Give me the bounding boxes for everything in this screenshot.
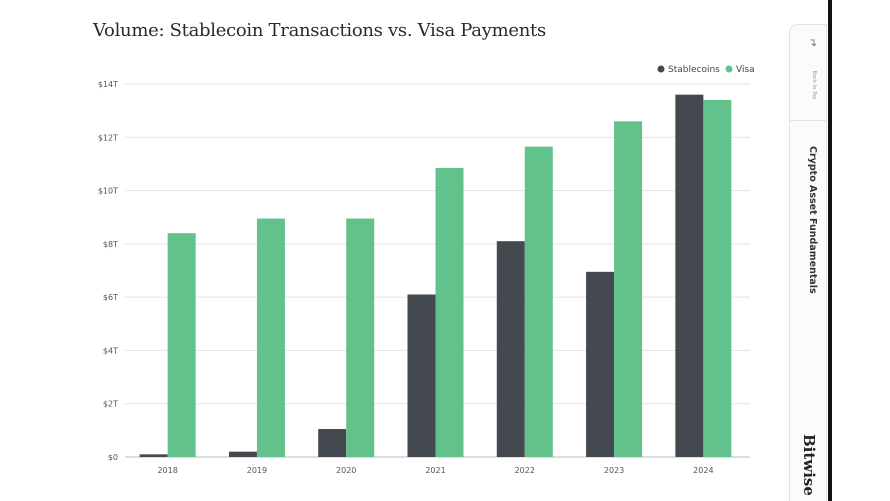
- side-divider: [790, 120, 827, 121]
- legend-label: Visa: [736, 65, 755, 75]
- bar-visa-2020: [346, 218, 375, 457]
- x-tick-label: 2018: [157, 466, 177, 475]
- y-tick-label: $0: [108, 453, 118, 462]
- y-tick-label: $2T: [103, 400, 118, 409]
- chart-title: Volume: Stablecoin Transactions vs. Visa…: [93, 20, 546, 41]
- bar-stablecoins-2020: [318, 429, 347, 457]
- y-tick-label: $6T: [103, 293, 118, 302]
- window-edge: [828, 0, 832, 501]
- bar-visa-2024: [703, 99, 732, 457]
- x-tick-label: 2022: [515, 466, 535, 475]
- legend: Stablecoins Visa: [657, 65, 755, 75]
- y-tick-label: $10T: [98, 187, 118, 196]
- bar-stablecoins-2021: [407, 294, 436, 457]
- y-tick-label: $12T: [98, 133, 118, 142]
- section-label: Crypto Asset Fundamentals: [807, 146, 818, 294]
- bar-visa-2018: [167, 233, 196, 457]
- back-to-top-label[interactable]: Back to Top: [811, 70, 817, 100]
- legend-label: Stablecoins: [668, 65, 720, 75]
- bar-stablecoins-2023: [586, 271, 615, 457]
- bar-stablecoins-2018: [139, 454, 168, 457]
- bars: [139, 94, 732, 458]
- bar-visa-2019: [256, 218, 285, 457]
- y-tick-label: $14T: [98, 80, 118, 89]
- y-tick-label: $8T: [103, 240, 118, 249]
- bar-stablecoins-2024: [675, 94, 704, 458]
- y-axis-ticks: $0 $2T $4T $6T $8T $10T $12T $14T: [98, 80, 118, 462]
- bar-stablecoins-2022: [496, 241, 525, 457]
- x-tick-label: 2019: [247, 466, 267, 475]
- y-tick-label: $4T: [103, 346, 118, 355]
- x-tick-label: 2020: [336, 466, 356, 475]
- legend-swatch: [657, 65, 665, 73]
- bar-visa-2023: [614, 121, 643, 458]
- bar-chart: $0$2T$4T$6T$8T$10T$12T$14T 2018 2019 2020 2…: [98, 65, 755, 475]
- x-tick-label: 2023: [604, 466, 624, 475]
- bar-stablecoins-2019: [228, 451, 257, 457]
- x-tick-label: 2021: [425, 466, 445, 475]
- legend-swatch: [725, 65, 733, 73]
- bar-visa-2021: [435, 167, 464, 458]
- bar-visa-2022: [524, 146, 553, 457]
- x-tick-label: 2024: [693, 466, 713, 475]
- back-arrow-icon[interactable]: ↴: [808, 36, 818, 49]
- brand-logo: Bitwise: [800, 434, 818, 496]
- side-tab: [789, 24, 827, 501]
- x-axis-ticks: 2018 2019 2020 2021 2022 2023 2024: [157, 466, 713, 475]
